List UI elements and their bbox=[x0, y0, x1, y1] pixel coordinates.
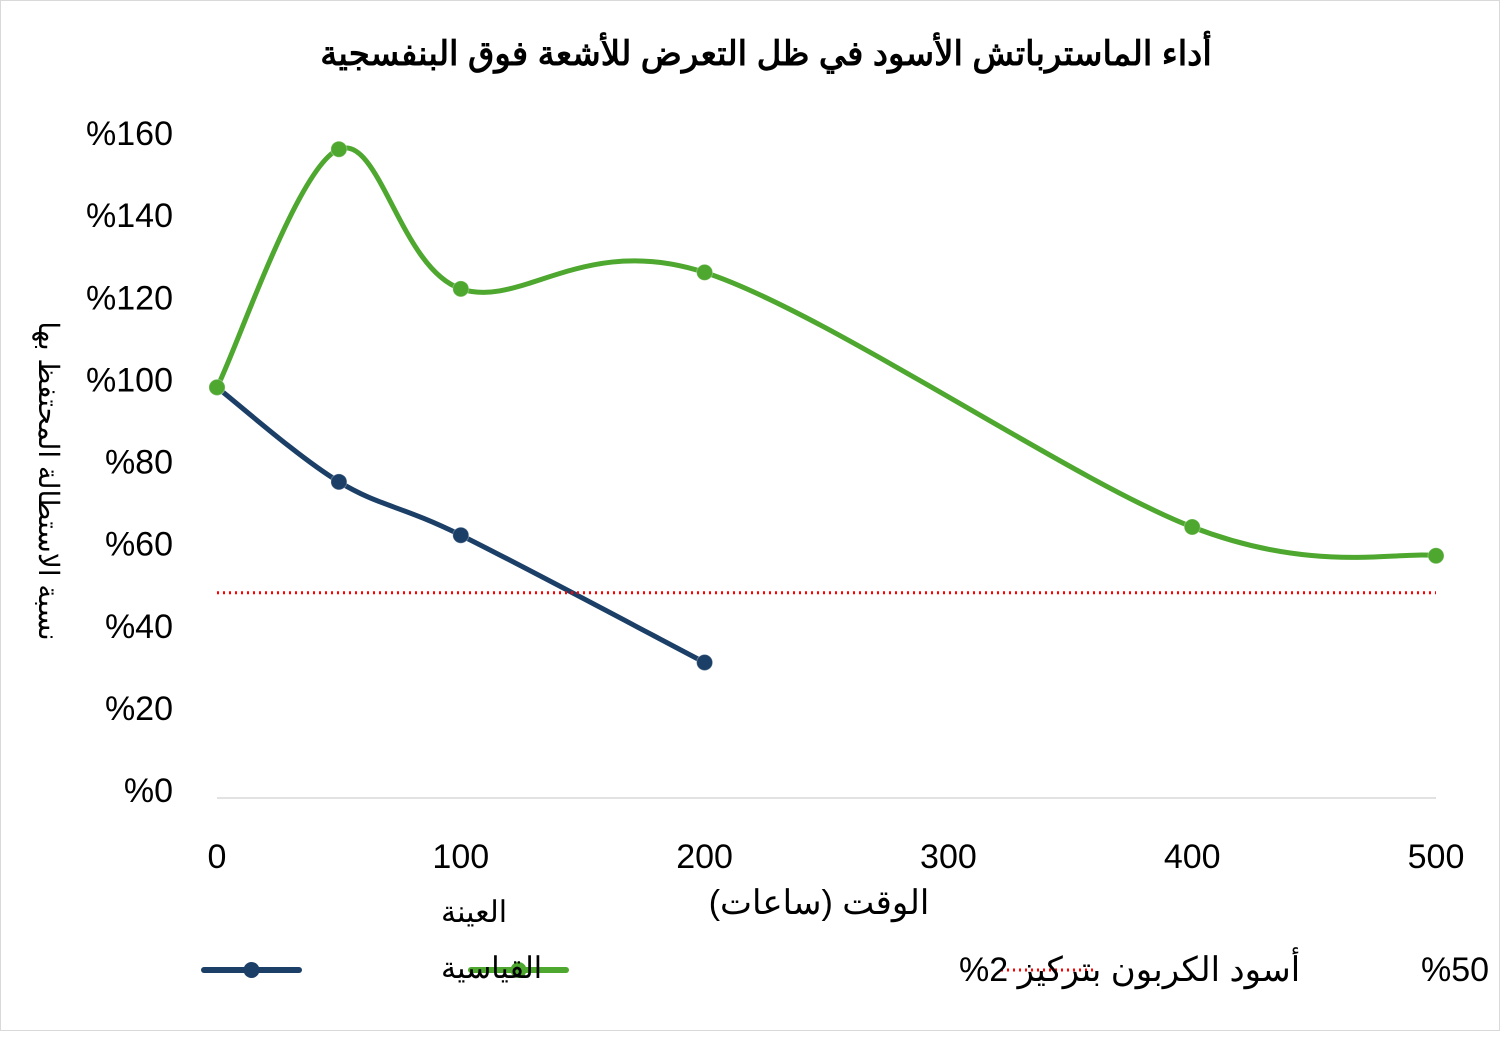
data-point-1 bbox=[696, 263, 714, 281]
data-point-0 bbox=[330, 473, 348, 491]
y-tick-label: %60 bbox=[105, 526, 173, 564]
y-tick-label: %140 bbox=[86, 197, 173, 235]
series-line-1 bbox=[214, 145, 1439, 560]
data-point-1 bbox=[1183, 518, 1201, 536]
y-tick-label: %120 bbox=[86, 279, 173, 317]
x-tick-label: 300 bbox=[920, 838, 977, 876]
y-tick-label: %0 bbox=[124, 772, 173, 810]
legend: الاحتفاظ بنسبة 50% أسود الكربون بتركيز 2%… bbox=[201, 896, 1500, 990]
data-point-1 bbox=[452, 280, 470, 298]
data-point-1 bbox=[208, 378, 226, 396]
x-tick-label: 400 bbox=[1164, 838, 1221, 876]
y-tick-label: %160 bbox=[86, 115, 173, 153]
data-point-0 bbox=[452, 526, 470, 544]
data-point-1 bbox=[330, 140, 348, 158]
x-tick-label: 200 bbox=[676, 838, 733, 876]
legend-label: الاحتفاظ بنسبة 50% bbox=[1421, 951, 1500, 989]
legend-label: أسود الكربون بتركيز 2% bbox=[959, 947, 1300, 990]
series-line-0 bbox=[214, 384, 708, 665]
x-tick-label: 500 bbox=[1408, 838, 1465, 876]
chart-title: أداء الماسترباتش الأسود في ظل التعرض للأ… bbox=[320, 31, 1212, 74]
x-tick-label: 0 bbox=[208, 838, 227, 876]
y-tick-label: %20 bbox=[105, 690, 173, 728]
y-tick-label: %40 bbox=[105, 608, 173, 646]
legend-marker-1 bbox=[510, 962, 527, 978]
y-axis-label: نسبة الاستطالة المحتفظ بها bbox=[32, 321, 64, 640]
x-tick-label: 100 bbox=[432, 838, 489, 876]
data-point-0 bbox=[696, 653, 714, 671]
data-point-1 bbox=[1427, 547, 1445, 565]
y-tick-label: %100 bbox=[86, 361, 173, 399]
legend-marker-0 bbox=[243, 962, 260, 978]
y-tick-label: %80 bbox=[105, 444, 173, 482]
x-axis-label: الوقت (ساعات) bbox=[709, 884, 930, 923]
legend-label-line: القياسية bbox=[441, 952, 542, 985]
legend-label-line: العينة bbox=[441, 896, 507, 929]
